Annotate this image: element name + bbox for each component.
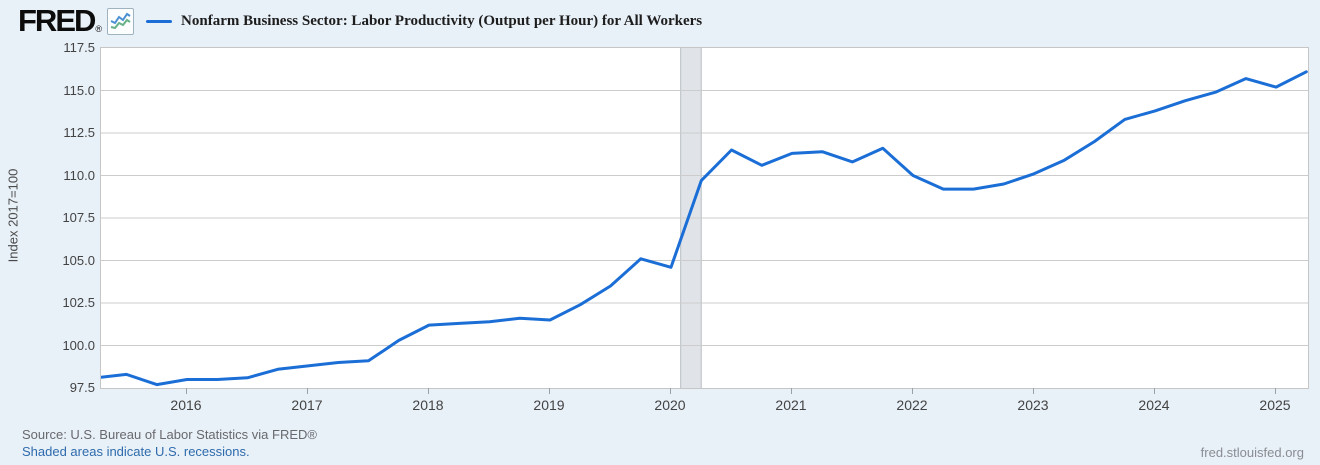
x-tick-mark [1033, 388, 1034, 394]
y-tick-label: 105.0 [62, 252, 95, 268]
y-tick-label: 107.5 [62, 210, 95, 225]
x-tick-mark [791, 388, 792, 394]
series-title: Nonfarm Business Sector: Labor Productiv… [181, 12, 703, 29]
x-tick-mark [1154, 388, 1155, 394]
x-tick-mark [912, 388, 913, 394]
productivity-series-line[interactable] [101, 70, 1308, 387]
productivity-line-chart[interactable] [101, 48, 1308, 388]
recession-note-link[interactable]: Shaded areas indicate U.S. recessions. [22, 444, 250, 459]
y-tick-label: 102.5 [62, 295, 95, 310]
fred-logo[interactable]: FRED [18, 3, 96, 38]
registered-trademark: ® [95, 24, 103, 34]
plot-area[interactable] [100, 47, 1309, 389]
x-tick-label: 2021 [775, 397, 807, 413]
y-tick-label: 115.0 [63, 82, 95, 98]
x-tick-mark [670, 388, 671, 394]
x-tick-mark [428, 388, 429, 394]
x-tick-label: 2020 [654, 397, 686, 413]
x-tick-mark [1275, 388, 1276, 394]
x-tick-mark [549, 388, 550, 394]
legend-line-sample [146, 19, 173, 23]
x-tick-label: 2016 [170, 397, 202, 413]
x-tick-label: 2019 [533, 397, 565, 413]
y-tick-label: 110.0 [63, 167, 95, 183]
x-tick-label: 2018 [412, 397, 444, 413]
x-tick-label: 2025 [1259, 397, 1291, 413]
fred-logo-chart-icon [107, 7, 135, 35]
x-tick-mark [186, 388, 187, 394]
y-tick-label: 97.5 [69, 380, 95, 395]
x-tick-label: 2017 [291, 397, 323, 413]
x-tick-label: 2022 [896, 397, 928, 413]
y-tick-label: 117.5 [63, 40, 95, 55]
x-tick-label: 2024 [1138, 397, 1170, 413]
y-tick-label: 100.0 [62, 337, 95, 353]
x-tick-label: 2023 [1017, 397, 1049, 413]
y-tick-label: 112.5 [63, 125, 95, 140]
fred-site-link[interactable]: fred.stlouisfed.org [1200, 445, 1304, 460]
x-tick-mark [307, 388, 308, 394]
source-attribution: Source: U.S. Bureau of Labor Statistics … [22, 427, 317, 442]
chart-header: FRED ® Nonfarm Business Sector: Labor Pr… [18, 5, 702, 37]
line-chart-icon [110, 12, 131, 29]
